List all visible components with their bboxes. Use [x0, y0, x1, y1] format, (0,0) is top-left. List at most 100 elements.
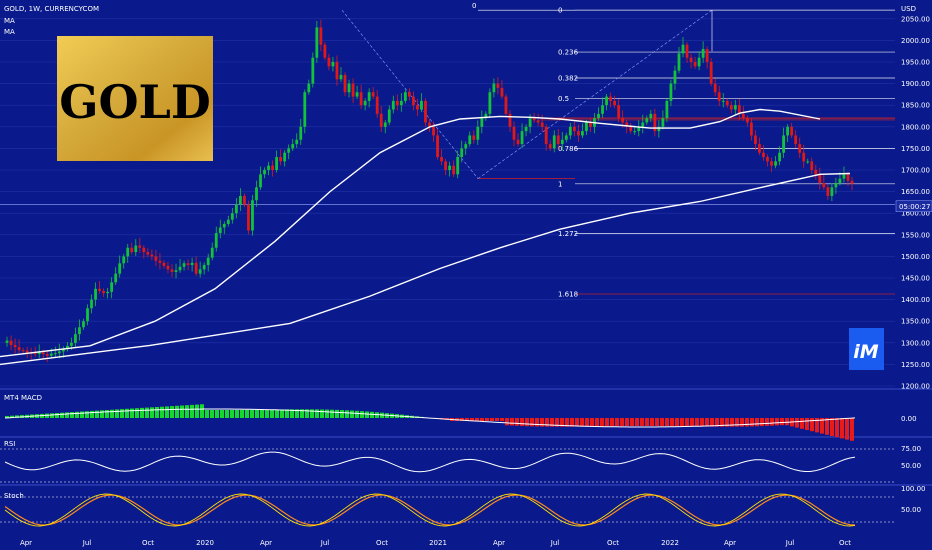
candle-body	[247, 204, 250, 231]
macd-bar	[235, 409, 239, 418]
candle-body	[770, 161, 773, 166]
candle-body	[794, 135, 798, 145]
candle-body	[178, 266, 182, 271]
macd-bar	[100, 410, 104, 418]
macd-bar	[65, 412, 69, 418]
ma-legend-2: MA	[4, 28, 15, 36]
candle-body	[802, 152, 806, 162]
macd-bar	[170, 406, 174, 418]
macd-bar	[515, 418, 519, 426]
candle-body	[363, 100, 367, 106]
time-tick: Apr	[20, 539, 32, 547]
macd-bar	[125, 408, 129, 418]
candle-body	[347, 83, 351, 93]
candle-body	[693, 62, 697, 67]
macd-bar	[650, 418, 654, 427]
macd-bar	[600, 418, 604, 427]
macd-bar	[765, 418, 769, 426]
price-tick: 1350.00	[901, 318, 930, 326]
candle-body	[512, 126, 516, 140]
fib-label: 0.382	[558, 74, 578, 82]
trend-dashed	[477, 9, 713, 179]
macd-bar	[625, 418, 629, 427]
macd-bar	[475, 418, 479, 421]
price-tick: 1750.00	[901, 145, 930, 153]
time-tick: Jul	[82, 539, 92, 547]
candle-body	[170, 269, 174, 272]
macd-bar	[535, 418, 539, 427]
candle-body	[705, 49, 709, 62]
candle-body	[110, 282, 114, 292]
candle-body	[617, 105, 621, 119]
macd-bar	[660, 418, 664, 427]
candle-body	[657, 126, 661, 132]
macd-bar	[105, 410, 109, 418]
candle-body	[255, 187, 258, 201]
candle-body	[57, 351, 61, 354]
candle-body	[142, 247, 146, 253]
candle-body	[806, 161, 810, 163]
candle-body	[516, 139, 520, 145]
candle-body	[536, 120, 540, 123]
candle-body	[17, 347, 21, 351]
candle-body	[762, 152, 765, 158]
time-tick: Oct	[142, 539, 154, 547]
candle-body	[701, 49, 705, 58]
candle-body	[130, 247, 134, 253]
candle-body	[605, 96, 608, 106]
macd-bar	[585, 418, 589, 427]
macd-bar	[470, 418, 474, 421]
macd-bar	[560, 418, 564, 427]
macd-bar	[805, 418, 809, 430]
macd-bar	[740, 418, 744, 427]
candle-body	[766, 157, 769, 162]
candle-body	[146, 252, 150, 255]
macd-bar	[50, 413, 54, 418]
macd-bar	[570, 418, 574, 427]
candle-body	[90, 299, 93, 309]
macd-bar	[5, 416, 9, 418]
macd-bar	[70, 412, 74, 418]
macd-bar	[300, 409, 304, 418]
macd-bar	[95, 410, 99, 418]
candle-body	[741, 113, 745, 119]
price-tick: 1700.00	[901, 167, 930, 175]
candle-body	[198, 269, 202, 274]
price-tick: 1500.00	[901, 253, 930, 261]
candle-body	[750, 122, 753, 136]
candle-body	[53, 353, 57, 355]
macd-bar	[795, 418, 799, 428]
macd-bar	[695, 418, 699, 427]
candle-body	[391, 100, 395, 110]
fib-label: 0.236	[558, 49, 579, 57]
last-price-box	[895, 200, 932, 212]
macd-bar	[800, 418, 804, 429]
candle-body	[440, 157, 443, 162]
candle-body	[114, 273, 118, 283]
candle-body	[61, 348, 65, 352]
candle-body	[444, 161, 448, 170]
candle-body	[295, 139, 299, 145]
stoch-k-line	[4, 493, 856, 527]
candle-body	[299, 126, 303, 140]
candle-body	[259, 174, 262, 188]
candle-body	[754, 135, 757, 145]
candle-body	[343, 74, 347, 93]
candle-body	[25, 350, 29, 353]
macd-bar	[160, 406, 164, 418]
candle-body	[609, 96, 612, 101]
candle-body	[311, 57, 315, 84]
time-tick: Jul	[320, 539, 330, 547]
candle-body	[45, 354, 49, 356]
trend-dashed	[341, 9, 479, 179]
macd-bar	[605, 418, 609, 427]
macd-bar	[690, 418, 694, 427]
candle-body	[524, 126, 528, 132]
macd-bar	[580, 418, 584, 427]
candle-body	[82, 321, 85, 328]
candle-body	[540, 122, 544, 127]
candle-body	[158, 260, 162, 263]
time-tick: Jul	[785, 539, 795, 547]
rsi-tick: 50.00	[901, 462, 921, 470]
